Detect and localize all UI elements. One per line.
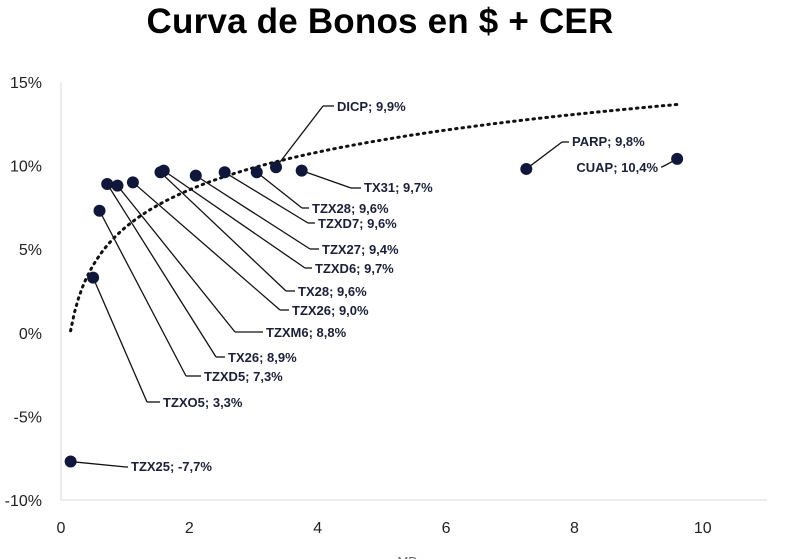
data-point (157, 164, 170, 177)
data-point (126, 176, 139, 189)
data-label: PARP; 9,8% (572, 134, 645, 149)
y-tick-label: -10% (5, 493, 42, 510)
leader-line (132, 181, 281, 311)
leader-line (275, 105, 324, 168)
data-point (101, 177, 114, 190)
leader-line (98, 210, 187, 377)
data-point (64, 455, 77, 468)
leader-line (116, 185, 236, 333)
data-point (218, 166, 231, 179)
data-label: TX26; 8,9% (228, 350, 297, 365)
data-point (520, 162, 533, 175)
x-tick-label: 6 (442, 520, 451, 537)
leader-line (70, 460, 127, 468)
x-tick-label: 2 (185, 520, 194, 537)
data-point (87, 271, 100, 284)
data-point (250, 166, 263, 179)
data-label: TZXO5; 3,3% (163, 395, 243, 410)
chart-title: Curva de Bonos en $ + CER (146, 2, 614, 41)
data-label: TX31; 9,7% (364, 180, 433, 195)
x-tick-label: 0 (57, 520, 66, 537)
leader-line (160, 171, 287, 292)
point-layer (64, 152, 684, 468)
trendline (69, 103, 679, 333)
x-axis-title: MD (397, 554, 417, 559)
data-point (111, 179, 124, 192)
data-label: TZXD5; 7,3% (204, 369, 283, 384)
data-point (189, 169, 202, 182)
data-label: TZX27; 9,4% (322, 242, 399, 257)
leader-line (163, 170, 306, 269)
data-label: CUAP; 10,4% (576, 160, 658, 175)
trendline-layer (69, 103, 679, 333)
leader-line (224, 171, 309, 224)
data-point (93, 204, 106, 217)
data-label: TZX26; 9,0% (292, 303, 369, 318)
data-point (671, 152, 684, 165)
data-label: TX28; 9,6% (298, 284, 367, 299)
leader-line (256, 171, 303, 209)
y-tick-label: -5% (14, 409, 42, 426)
leader-line-layer (70, 105, 678, 468)
data-label: TZX25; -7,7% (131, 459, 212, 474)
data-label: DICP; 9,9% (337, 99, 406, 114)
leader-line (525, 141, 563, 170)
data-point (295, 164, 308, 177)
x-tick-label: 10 (694, 520, 712, 537)
data-label: TZX28; 9,6% (312, 201, 389, 216)
y-tick-label: 15% (10, 75, 42, 92)
x-tick-label: 4 (313, 520, 322, 537)
axis-layer: 15% 10% 5% 0% -5% -10% 0 2 4 6 8 10 MD (5, 75, 767, 559)
leader-line (106, 183, 217, 358)
leader-line (92, 277, 148, 403)
data-label: TZXD6; 9,7% (315, 261, 394, 276)
data-label: TZXM6; 8,8% (266, 325, 347, 340)
leader-line (195, 175, 311, 250)
leader-line (301, 170, 352, 189)
y-tick-label: 5% (19, 242, 42, 259)
y-tick-label: 10% (10, 159, 42, 176)
y-tick-label: 0% (19, 326, 42, 343)
data-point (270, 161, 283, 174)
data-label: TZXD7; 9,6% (318, 216, 397, 231)
x-tick-label: 8 (570, 520, 579, 537)
label-layer: TZX25; -7,7% TZXO5; 3,3% TZXD5; 7,3% TX26; … (131, 99, 658, 474)
